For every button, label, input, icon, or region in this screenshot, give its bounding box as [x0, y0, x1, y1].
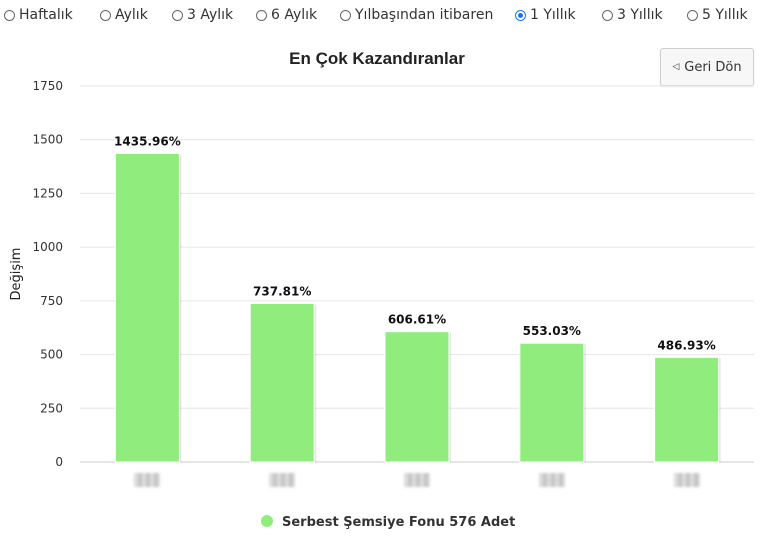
y-tick-label: 1000 [32, 240, 63, 254]
radio-button[interactable] [172, 9, 183, 21]
bar [249, 302, 315, 463]
back-button-label: Geri Dön [684, 59, 742, 75]
radio-button[interactable] [602, 9, 613, 21]
bar [384, 331, 450, 463]
period-option-7[interactable]: 5 Yıllık [687, 4, 748, 26]
period-option-label: Haftalık [19, 7, 73, 23]
period-selector: Haftalık Aylık 3 Aylık 6 Aylık Yılbaşından i… [0, 4, 770, 28]
x-category-label-obscured [673, 473, 700, 487]
y-tick-label: 250 [40, 401, 63, 415]
radio-button[interactable] [515, 9, 526, 21]
data-label: 737.81% [253, 284, 311, 298]
data-label: 553.03% [523, 324, 581, 338]
period-option-label: Yılbaşından itibaren [355, 7, 494, 23]
triangle-left-icon: ◁ [672, 62, 680, 72]
radio-button[interactable] [340, 9, 351, 21]
legend-marker [261, 515, 273, 527]
x-category-label-obscured [404, 473, 430, 487]
period-option-1[interactable]: Aylık [100, 4, 148, 26]
period-option-4[interactable]: Yılbaşından itibaren [340, 4, 493, 26]
y-axis-label: Değişim [9, 248, 24, 301]
period-option-label: 1 Yıllık [530, 7, 576, 23]
radio-button[interactable] [256, 9, 267, 21]
period-option-label: 3 Aylık [187, 7, 234, 23]
period-option-0[interactable]: Haftalık [4, 4, 73, 26]
period-option-label: 3 Yıllık [617, 7, 663, 23]
period-option-3[interactable]: 6 Aylık [256, 4, 317, 26]
period-option-5[interactable]: 1 Yıllık [515, 4, 576, 26]
y-tick-label: 500 [40, 348, 63, 362]
y-tick-label: 0 [55, 455, 63, 469]
bar [519, 342, 585, 463]
period-option-label: 5 Yıllık [702, 7, 748, 23]
y-tick-label: 1500 [32, 133, 63, 147]
y-tick-label: 1250 [32, 186, 63, 200]
x-category-label-obscured [269, 473, 296, 487]
y-tick-label: 1750 [32, 79, 63, 93]
period-option-label: Aylık [115, 7, 148, 23]
legend-label: Serbest Şemsiye Fonu 576 Adet [282, 515, 515, 530]
bar [654, 356, 720, 463]
data-label: 606.61% [388, 313, 446, 327]
radio-button[interactable] [100, 9, 111, 21]
data-label: 1435.96% [114, 134, 181, 148]
bar [114, 152, 180, 463]
x-category-label-obscured [538, 473, 565, 487]
period-option-6[interactable]: 3 Yıllık [602, 4, 663, 26]
period-option-label: 6 Aylık [271, 7, 318, 23]
radio-button[interactable] [4, 9, 15, 21]
x-category-label-obscured [134, 473, 161, 487]
radio-button[interactable] [687, 9, 698, 21]
period-option-2[interactable]: 3 Aylık [172, 4, 233, 26]
data-label: 486.93% [657, 338, 715, 352]
back-button[interactable]: ◁ Geri Dön [660, 48, 754, 86]
y-tick-label: 750 [40, 294, 63, 308]
chart-title: En Çok Kazandıranlar [289, 49, 465, 68]
